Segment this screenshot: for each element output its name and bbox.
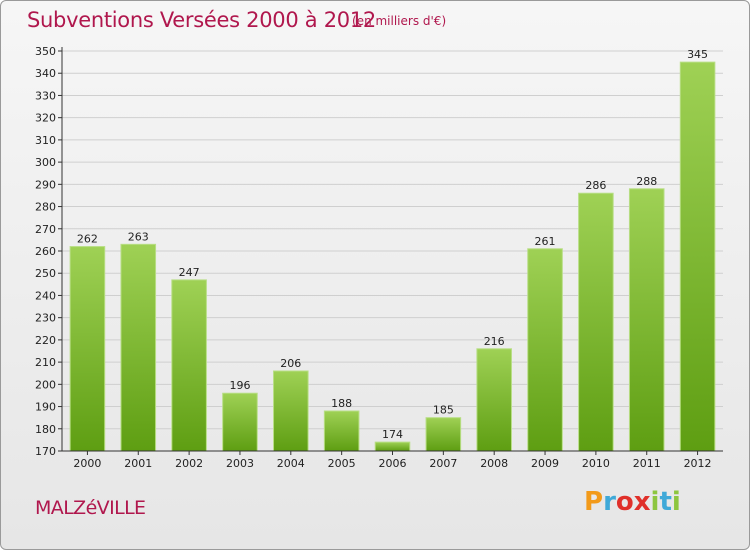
data-label: 286 (585, 179, 606, 192)
x-tick-label: 2005 (328, 457, 356, 470)
y-tick-label: 270 (35, 223, 56, 236)
chart-subtitle: (en milliers d'€) (352, 14, 447, 28)
x-tick-label: 2007 (429, 457, 457, 470)
logo-letter: t (659, 487, 672, 517)
y-tick-label: 170 (35, 445, 56, 458)
y-tick-label: 230 (35, 312, 56, 325)
y-tick-label: 320 (35, 112, 56, 125)
data-label: 174 (382, 428, 403, 441)
bar-2001 (120, 243, 157, 452)
logo-letter: r (603, 487, 616, 517)
y-tick-label: 260 (35, 245, 56, 258)
data-label: 206 (280, 357, 301, 370)
y-tick-label: 350 (35, 45, 56, 58)
bar-2000 (69, 246, 106, 452)
location-label: MALZéVILLE (35, 497, 146, 519)
x-tick-label: 2000 (73, 457, 101, 470)
bar-2003 (222, 392, 258, 452)
bar-2002 (171, 279, 207, 452)
data-label: 185 (433, 404, 454, 417)
y-tick-label: 300 (35, 156, 56, 169)
x-tick-label: 2001 (124, 457, 152, 470)
chart-title: Subventions Versées 2000 à 2012 (27, 8, 376, 32)
bar-2004 (273, 370, 309, 452)
x-tick-label: 2002 (175, 457, 203, 470)
logo-letter: x (633, 487, 651, 517)
x-tick-label: 2008 (480, 457, 508, 470)
data-label: 262 (77, 233, 98, 246)
bar-2012 (679, 61, 716, 452)
bar-chart: 170 180 190 200 210 220 230 240 250 260 270 280 290 3… (35, 45, 723, 470)
bar-2007 (425, 417, 462, 452)
data-label: 196 (229, 379, 250, 392)
bar-2009 (527, 248, 563, 452)
bar-2006 (374, 441, 411, 452)
proxiti-logo: Proxiti (584, 487, 681, 517)
bar-2005 (323, 410, 360, 452)
bars (69, 61, 716, 452)
data-label: 188 (331, 397, 352, 410)
logo-letter: P (584, 487, 604, 517)
logo-letter: o (615, 487, 634, 517)
y-tick-label: 290 (35, 178, 56, 191)
y-tick-label: 250 (35, 267, 56, 280)
axes: 170 180 190 200 210 220 230 240 250 260 270 280 290 3… (35, 45, 723, 470)
data-label: 288 (636, 175, 657, 188)
bar-2011 (628, 188, 665, 452)
bar-2010 (578, 192, 614, 452)
x-tick-label: 2003 (226, 457, 254, 470)
y-tick-label: 190 (35, 401, 56, 414)
data-label: 247 (179, 266, 200, 279)
y-tick-label: 280 (35, 201, 56, 214)
y-tick-label: 330 (35, 89, 56, 102)
x-tick-label: 2009 (531, 457, 559, 470)
y-tick-label: 340 (35, 67, 56, 80)
x-tick-label: 2006 (379, 457, 407, 470)
grid-lines (62, 50, 723, 452)
x-tick-label: 2004 (277, 457, 305, 470)
data-label: 216 (484, 335, 505, 348)
y-tick-label: 240 (35, 289, 56, 302)
data-label: 345 (687, 48, 708, 61)
y-tick-label: 180 (35, 423, 56, 436)
x-tick-label: 2010 (582, 457, 610, 470)
data-label: 261 (535, 235, 556, 248)
data-label: 263 (128, 230, 149, 243)
y-tick-label: 200 (35, 378, 56, 391)
y-tick-label: 310 (35, 134, 56, 147)
y-tick-label: 220 (35, 334, 56, 347)
logo-letter: i (671, 487, 681, 517)
x-tick-label: 2012 (684, 457, 712, 470)
logo-letter: i (650, 487, 660, 517)
x-tick-label: 2011 (633, 457, 661, 470)
y-tick-label: 210 (35, 356, 56, 369)
data-labels: 262 263 247 196 206 188 174 185 216 261 286 288 345 (77, 48, 708, 441)
bar-2008 (476, 348, 512, 452)
